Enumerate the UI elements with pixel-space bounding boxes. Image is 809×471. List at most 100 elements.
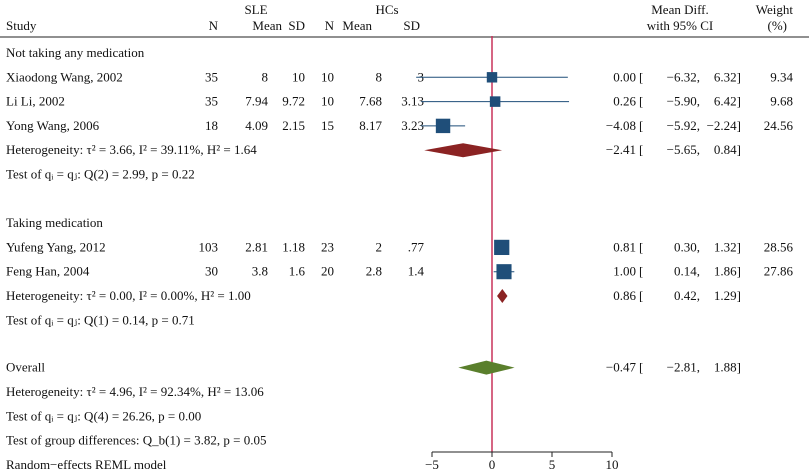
overall-effect: −0.47: [606, 360, 637, 375]
study-sd2: .77: [408, 239, 425, 254]
study-n2: 23: [321, 239, 334, 254]
study-sd2: 1.4: [408, 264, 425, 279]
header-study: Study: [6, 18, 37, 33]
study-ci-bracket-open: [: [639, 118, 643, 133]
study-sd1: 2.15: [282, 118, 305, 133]
study-ci-effect: 0.00: [613, 69, 636, 84]
x-tick-label: 10: [606, 457, 619, 471]
study-point: [486, 72, 498, 83]
study-n1: 35: [205, 94, 218, 109]
study-ci-high: −2.24]: [707, 118, 741, 133]
study-n2: 20: [321, 264, 334, 279]
study-weight: 27.86: [764, 264, 794, 279]
group-summary-low: 0.42,: [674, 288, 700, 303]
study-weight: 24.56: [764, 118, 794, 133]
study-ci-bracket-open: [: [639, 264, 643, 279]
header-effect-line1: Mean Diff.: [651, 2, 709, 17]
study-n2: 10: [321, 94, 334, 109]
study-ci-bracket-open: [: [639, 94, 643, 109]
study-mean2: 8: [376, 69, 383, 84]
group-heterogeneity: Heterogeneity: τ² = 0.00, I² = 0.00%, H²…: [6, 288, 251, 303]
study-point: [435, 118, 451, 134]
study-n2: 10: [321, 69, 334, 84]
group-summary-bracket-open: [: [639, 142, 643, 157]
group-summary-effect: −2.41: [606, 142, 636, 157]
group-test: Test of qᵢ = qⱼ: Q(2) = 2.99, p = 0.22: [6, 167, 195, 182]
study-mean1: 2.81: [245, 239, 268, 254]
study-weight: 9.34: [770, 69, 793, 84]
study-n2: 15: [321, 118, 334, 133]
study-ci-low: −5.90,: [667, 94, 700, 109]
overall-diamond: [458, 360, 515, 375]
study-point: [496, 264, 512, 280]
overall-group-test: Test of group differences: Q_b(1) = 3.82…: [6, 433, 266, 448]
group-heterogeneity: Heterogeneity: τ² = 3.66, I² = 39.11%, H…: [6, 142, 257, 157]
header-sd1: SD: [288, 18, 305, 33]
study-mean1: 7.94: [245, 94, 268, 109]
footnote: Random−effects REML model: [6, 457, 167, 471]
overall-test: Test of qᵢ = qⱼ: Q(4) = 26.26, p = 0.00: [6, 408, 201, 423]
header-effect-line2: with 95% CI: [647, 18, 713, 33]
group-summary-high: 1.29]: [714, 288, 741, 303]
study-ci-effect: 0.81: [613, 239, 636, 254]
header-n2: N: [325, 18, 335, 33]
group-label: Not taking any medication: [6, 45, 145, 60]
group-test: Test of qᵢ = qⱼ: Q(1) = 0.14, p = 0.71: [6, 312, 195, 327]
study-n1: 18: [205, 118, 218, 133]
header-mean2: Mean: [342, 18, 372, 33]
study-ci-effect: 0.26: [613, 94, 636, 109]
group-summary-diamond: [424, 143, 503, 158]
group-summary-effect: 0.86: [613, 288, 636, 303]
study-mean2: 2: [376, 239, 383, 254]
study-name: Yufeng Yang, 2012: [6, 239, 106, 254]
header-mean1: Mean: [252, 18, 282, 33]
study-ci-low: 0.14,: [674, 264, 700, 279]
group-summary-low: −5.65,: [667, 142, 700, 157]
header-n1: N: [209, 18, 219, 33]
study-name: Li Li, 2002: [6, 94, 65, 109]
group-summary-high: 0.84]: [714, 142, 741, 157]
study-ci-bracket-open: [: [639, 69, 643, 84]
study-ci-low: 0.30,: [674, 239, 700, 254]
overall-label: Overall: [6, 360, 45, 375]
study-sd1: 10: [292, 69, 305, 84]
study-sd1: 1.18: [282, 239, 305, 254]
study-sd2: 3.23: [401, 118, 424, 133]
study-sd1: 1.6: [289, 264, 306, 279]
header-group1: SLE: [244, 2, 267, 17]
study-ci-high: 1.86]: [714, 264, 741, 279]
study-mean2: 7.68: [359, 94, 382, 109]
study-ci-high: 1.32]: [714, 239, 741, 254]
study-ci-high: 6.42]: [714, 94, 741, 109]
study-ci-effect: −4.08: [606, 118, 636, 133]
study-ci-low: −6.32,: [667, 69, 700, 84]
study-n1: 35: [205, 69, 218, 84]
group-label: Taking medication: [6, 215, 103, 230]
overall-high: 1.88]: [714, 360, 741, 375]
study-ci-bracket-open: [: [639, 239, 643, 254]
overall-heterogeneity: Heterogeneity: τ² = 4.96, I² = 92.34%, H…: [6, 384, 264, 399]
x-tick-label: −5: [425, 457, 439, 471]
study-name: Xiaodong Wang, 2002: [6, 69, 123, 84]
study-name: Yong Wang, 2006: [6, 118, 100, 133]
study-mean2: 8.17: [359, 118, 382, 133]
study-name: Feng Han, 2004: [6, 264, 90, 279]
study-weight: 28.56: [764, 239, 794, 254]
study-mean1: 4.09: [245, 118, 268, 133]
study-point: [494, 239, 510, 256]
header-sd2: SD: [403, 18, 420, 33]
header-weight-line2: (%): [768, 18, 788, 33]
group-summary-diamond: [497, 289, 508, 303]
study-sd2: 3.13: [401, 94, 424, 109]
x-tick-label: 0: [489, 457, 496, 471]
study-ci-effect: 1.00: [613, 264, 636, 279]
overall-bracket-open: [: [639, 360, 643, 375]
study-n1: 103: [199, 239, 219, 254]
x-tick-label: 5: [549, 457, 556, 471]
header-group2: HCs: [375, 2, 398, 17]
study-mean1: 8: [262, 69, 269, 84]
study-sd1: 9.72: [282, 94, 305, 109]
study-point: [489, 96, 501, 107]
study-mean2: 2.8: [366, 264, 382, 279]
